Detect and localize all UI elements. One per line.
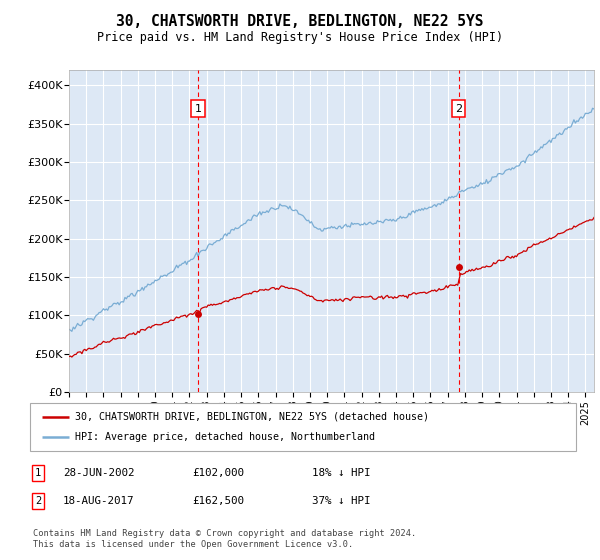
Text: 18% ↓ HPI: 18% ↓ HPI (312, 468, 371, 478)
Text: 30, CHATSWORTH DRIVE, BEDLINGTON, NE22 5YS (detached house): 30, CHATSWORTH DRIVE, BEDLINGTON, NE22 5… (75, 412, 429, 422)
Text: 2: 2 (35, 496, 41, 506)
Text: 1: 1 (194, 104, 202, 114)
Text: 1: 1 (35, 468, 41, 478)
Text: Price paid vs. HM Land Registry's House Price Index (HPI): Price paid vs. HM Land Registry's House … (97, 31, 503, 44)
Text: 37% ↓ HPI: 37% ↓ HPI (312, 496, 371, 506)
Text: 2: 2 (455, 104, 462, 114)
Text: 18-AUG-2017: 18-AUG-2017 (63, 496, 134, 506)
Text: Contains HM Land Registry data © Crown copyright and database right 2024.
This d: Contains HM Land Registry data © Crown c… (33, 529, 416, 549)
Text: 30, CHATSWORTH DRIVE, BEDLINGTON, NE22 5YS: 30, CHATSWORTH DRIVE, BEDLINGTON, NE22 5… (116, 14, 484, 29)
Text: £162,500: £162,500 (192, 496, 244, 506)
Text: 28-JUN-2002: 28-JUN-2002 (63, 468, 134, 478)
Text: HPI: Average price, detached house, Northumberland: HPI: Average price, detached house, Nort… (75, 432, 375, 442)
Text: £102,000: £102,000 (192, 468, 244, 478)
